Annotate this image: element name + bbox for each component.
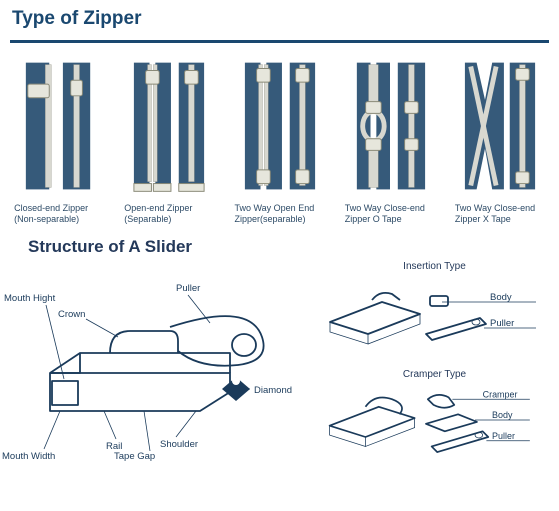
label-puller: Puller [176, 283, 200, 294]
label-diamond: Diamond [254, 385, 292, 396]
zipper-twoway-o-icon [351, 57, 429, 197]
label-mouth-height: Mouth Hight [4, 293, 56, 304]
label-crown: Crown [58, 309, 85, 320]
zipper-sub: Zipper O Tape [345, 214, 402, 224]
header: Type of Zipper [0, 0, 559, 34]
zipper-name: Closed-end Zipper [14, 203, 88, 213]
zipper-caption: Open-end Zipper (Separable) [124, 203, 214, 225]
zipper-caption: Closed-end Zipper (Non-separable) [14, 203, 104, 225]
slider-section: Structure of A Slider [0, 225, 559, 471]
label-puller: Puller [492, 430, 515, 440]
cramper-type-diagram: Cramper Body Puller [310, 386, 540, 471]
label-mouth-width: Mouth Width [2, 451, 55, 461]
insertion-type-diagram: Body Puller [310, 278, 540, 363]
zipper-name: Two Way Close-end [455, 203, 535, 213]
slider-section-title: Structure of A Slider [0, 237, 559, 257]
zipper-types-row: Closed-end Zipper (Non-separable) Open-e… [0, 43, 559, 225]
zipper-type-closed-end: Closed-end Zipper (Non-separable) [6, 57, 112, 225]
zipper-type-twoway-open: Two Way Open End Zipper(separable) [226, 57, 332, 225]
zipper-caption: Two Way Close-end Zipper O Tape [345, 203, 435, 225]
label-shoulder: Shoulder [160, 439, 198, 450]
zipper-sub: Zipper(separable) [235, 214, 306, 224]
zipper-sub: (Non-separable) [14, 214, 79, 224]
zipper-type-twoway-o: Two Way Close-end Zipper O Tape [337, 57, 443, 225]
slider-row: Mouth Hight Crown Puller Diamond Shoulde… [0, 261, 559, 471]
zipper-closed-end-icon [20, 57, 98, 197]
label-cramper: Cramper [483, 389, 518, 399]
zipper-sub: (Separable) [124, 214, 171, 224]
zipper-type-open-end: Open-end Zipper (Separable) [116, 57, 222, 225]
label-body: Body [492, 410, 513, 420]
zipper-name: Two Way Close-end [345, 203, 425, 213]
label-body: Body [490, 292, 512, 303]
zipper-twoway-x-icon [461, 57, 539, 197]
zipper-caption: Two Way Open End Zipper(separable) [235, 203, 325, 225]
insertion-type-title: Insertion Type [310, 261, 559, 272]
slider-structure-diagram: Mouth Hight Crown Puller Diamond Shoulde… [0, 261, 310, 461]
zipper-twoway-open-icon [241, 57, 319, 197]
zipper-open-end-icon [130, 57, 208, 197]
label-tape-gap: Tape Gap [114, 451, 155, 461]
page-title: Type of Zipper [12, 8, 547, 30]
zipper-name: Two Way Open End [235, 203, 315, 213]
zipper-sub: Zipper X Tape [455, 214, 511, 224]
zipper-type-twoway-x: Two Way Close-end Zipper X Tape [447, 57, 553, 225]
label-puller: Puller [490, 318, 514, 329]
cramper-type-title: Cramper Type [310, 369, 559, 380]
small-sliders-column: Insertion Type Body Puller Cramper Type [310, 261, 559, 471]
zipper-caption: Two Way Close-end Zipper X Tape [455, 203, 545, 225]
zipper-name: Open-end Zipper [124, 203, 192, 213]
